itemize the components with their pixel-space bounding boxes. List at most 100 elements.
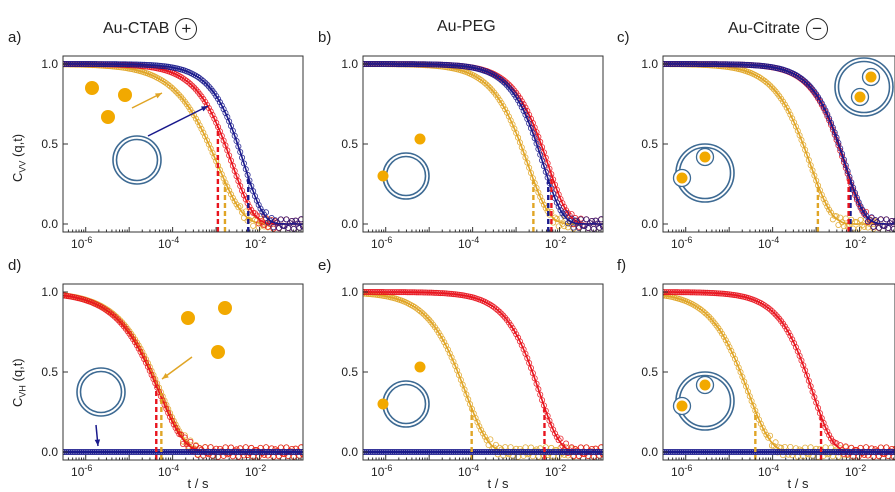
series-red-point	[143, 359, 150, 366]
series-blue-point	[583, 216, 590, 223]
series-gold-point	[783, 104, 790, 111]
series-blue-point	[213, 93, 220, 100]
plot-area	[363, 289, 603, 460]
column-title-au-citrate: Au-Citrate −	[728, 18, 829, 40]
arrow-head-icon	[201, 106, 208, 112]
series-gold-point	[805, 157, 812, 164]
series-red-point	[533, 380, 540, 387]
x-tick-exponent: -6	[384, 463, 392, 473]
series-gold-point	[708, 315, 715, 322]
series-red-point	[231, 167, 238, 174]
gold-nanoparticle-icon	[377, 398, 389, 410]
series-blue-point	[533, 140, 540, 147]
series-gold-point	[248, 213, 255, 220]
series-gold-point	[443, 342, 450, 349]
series-blue-point	[277, 216, 284, 223]
series-gold-fit-line	[63, 63, 303, 225]
series-gold-point	[192, 115, 199, 122]
x-axis-label: t / s	[488, 476, 509, 491]
series-red-fit-line	[363, 291, 603, 453]
series-gold-point	[478, 77, 485, 84]
series-red-point	[185, 79, 192, 86]
series-red-point	[108, 310, 115, 317]
x-tick-exponent: -4	[171, 463, 179, 473]
y-tick-label: 0.5	[41, 365, 58, 379]
series-gold-point	[415, 306, 422, 313]
series-red-point	[207, 108, 214, 115]
panel-label: c)	[617, 29, 630, 46]
x-tick-exponent: -2	[258, 235, 266, 245]
series-red-point	[542, 407, 549, 414]
y-tick-label: 1.0	[341, 57, 358, 71]
series-gold-point	[502, 444, 509, 451]
series-gold-point	[163, 80, 170, 87]
series-gold-point	[481, 80, 488, 87]
series-blue-point	[600, 223, 603, 230]
series-red-point	[531, 375, 538, 382]
panel-f: f) 0.0 0.5 1.0 10-6 10-4 10-2 t / s	[617, 257, 895, 491]
series-red-point	[539, 397, 546, 404]
series-gold-point	[757, 420, 764, 427]
x-tick-label: 10-4	[758, 463, 779, 479]
series-blue-point	[804, 80, 811, 87]
series-gold-point	[855, 225, 862, 232]
series-gold-point	[478, 427, 485, 434]
series-blue-point	[200, 78, 207, 85]
series-blue-point	[231, 132, 238, 139]
series-gold-point	[487, 85, 494, 92]
x-tick-exponent: -6	[84, 463, 92, 473]
y-tick-label: 0.0	[641, 217, 658, 231]
x-tick-exponent: -6	[684, 235, 692, 245]
series-red-point	[179, 440, 186, 447]
x-tick-label: 10-2	[545, 463, 566, 479]
series-red-point	[596, 452, 603, 459]
series-red-point	[498, 310, 505, 317]
panel-b: b) 0.0 0.5 1.0 10-6 10-4 10-2	[318, 29, 604, 251]
series-red-point	[552, 430, 559, 437]
gold-nanoparticle-icon	[699, 151, 711, 163]
plot-area	[663, 289, 895, 460]
series-gold-point	[728, 347, 735, 354]
series-gold-point	[772, 439, 779, 446]
series-gold-point	[479, 78, 486, 85]
series-red-point	[804, 372, 811, 379]
series-red-point	[165, 410, 172, 417]
gold-nanoparticle-icon	[181, 311, 195, 325]
series-blue-point	[831, 129, 838, 136]
series-blue-point	[513, 94, 520, 101]
series-gold-point	[492, 441, 499, 448]
series-blue-point	[518, 104, 525, 111]
series-gold-point	[822, 199, 829, 206]
series-blue-point	[515, 97, 522, 104]
series-blue-point	[237, 149, 244, 156]
series-gold-point	[239, 209, 246, 216]
series-gold-point	[789, 115, 796, 122]
series-gold-point	[485, 83, 492, 90]
x-tick-exponent: -4	[771, 235, 779, 245]
series-gold-point	[537, 445, 544, 452]
series-red-point	[133, 342, 140, 349]
panel-a: a) 0.0 0.5 1.0 10-6 10-4 10-2	[8, 29, 304, 251]
y-tick-label: 0.5	[41, 137, 58, 151]
series-red-point	[187, 80, 194, 87]
series-blue-point	[844, 168, 851, 175]
series-gold-point	[250, 222, 257, 229]
series-gold-point	[842, 215, 849, 222]
series-gold-point	[198, 125, 205, 132]
series-red-point	[824, 428, 831, 435]
x-tick-label: 10-4	[458, 463, 479, 479]
panel-c: c) 0.0 0.5 1.0 10-6 10-4 10-2	[617, 29, 895, 251]
series-red-point	[800, 362, 807, 369]
series-blue-point	[837, 145, 844, 152]
y-tick-label: 0.0	[341, 217, 358, 231]
series-gold-point	[479, 430, 486, 437]
vesicle-inner-icon	[837, 60, 891, 114]
series-gold-point	[522, 154, 529, 161]
series-blue-point	[215, 96, 222, 103]
series-red-point	[220, 452, 227, 459]
series-blue-point	[563, 210, 570, 217]
series-red-point	[131, 339, 138, 346]
series-gold-point	[761, 77, 768, 84]
series-red-point	[537, 138, 544, 145]
